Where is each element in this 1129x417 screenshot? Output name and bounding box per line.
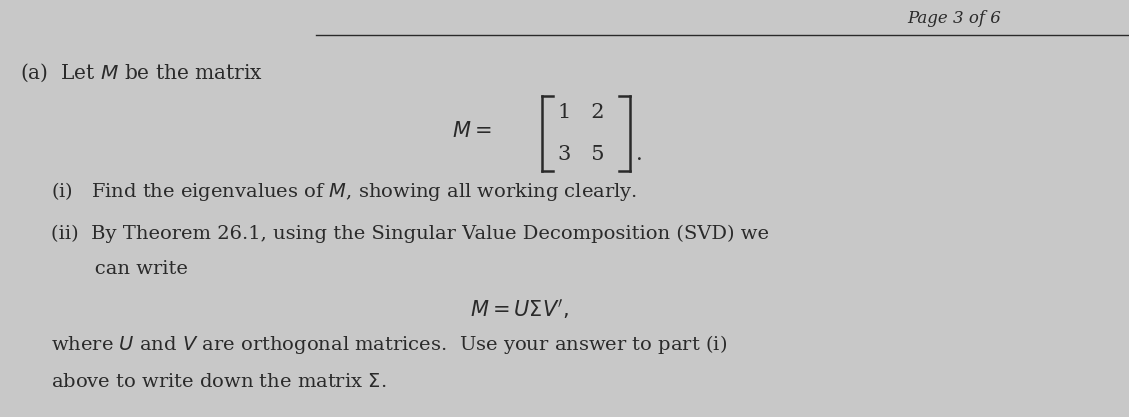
Text: can write: can write — [51, 260, 187, 278]
Text: 1   2: 1 2 — [558, 103, 605, 122]
Text: above to write down the matrix $\Sigma$.: above to write down the matrix $\Sigma$. — [51, 372, 386, 391]
Text: $M = U\Sigma V^{\prime},$: $M = U\Sigma V^{\prime},$ — [470, 296, 569, 321]
Text: (i)   Find the eigenvalues of $M$, showing all working clearly.: (i) Find the eigenvalues of $M$, showing… — [51, 180, 637, 203]
Text: (ii)  By Theorem 26.1, using the Singular Value Decomposition (SVD) we: (ii) By Theorem 26.1, using the Singular… — [51, 224, 769, 243]
Text: (a)  Let $M$ be the matrix: (a) Let $M$ be the matrix — [20, 62, 263, 84]
Text: .: . — [636, 145, 642, 164]
Text: $M =$: $M =$ — [452, 121, 491, 141]
Text: where $U$ and $V$ are orthogonal matrices.  Use your answer to part (i): where $U$ and $V$ are orthogonal matrice… — [51, 332, 727, 356]
Text: Page 3 of 6: Page 3 of 6 — [907, 10, 1001, 27]
Text: 3   5: 3 5 — [558, 145, 605, 164]
